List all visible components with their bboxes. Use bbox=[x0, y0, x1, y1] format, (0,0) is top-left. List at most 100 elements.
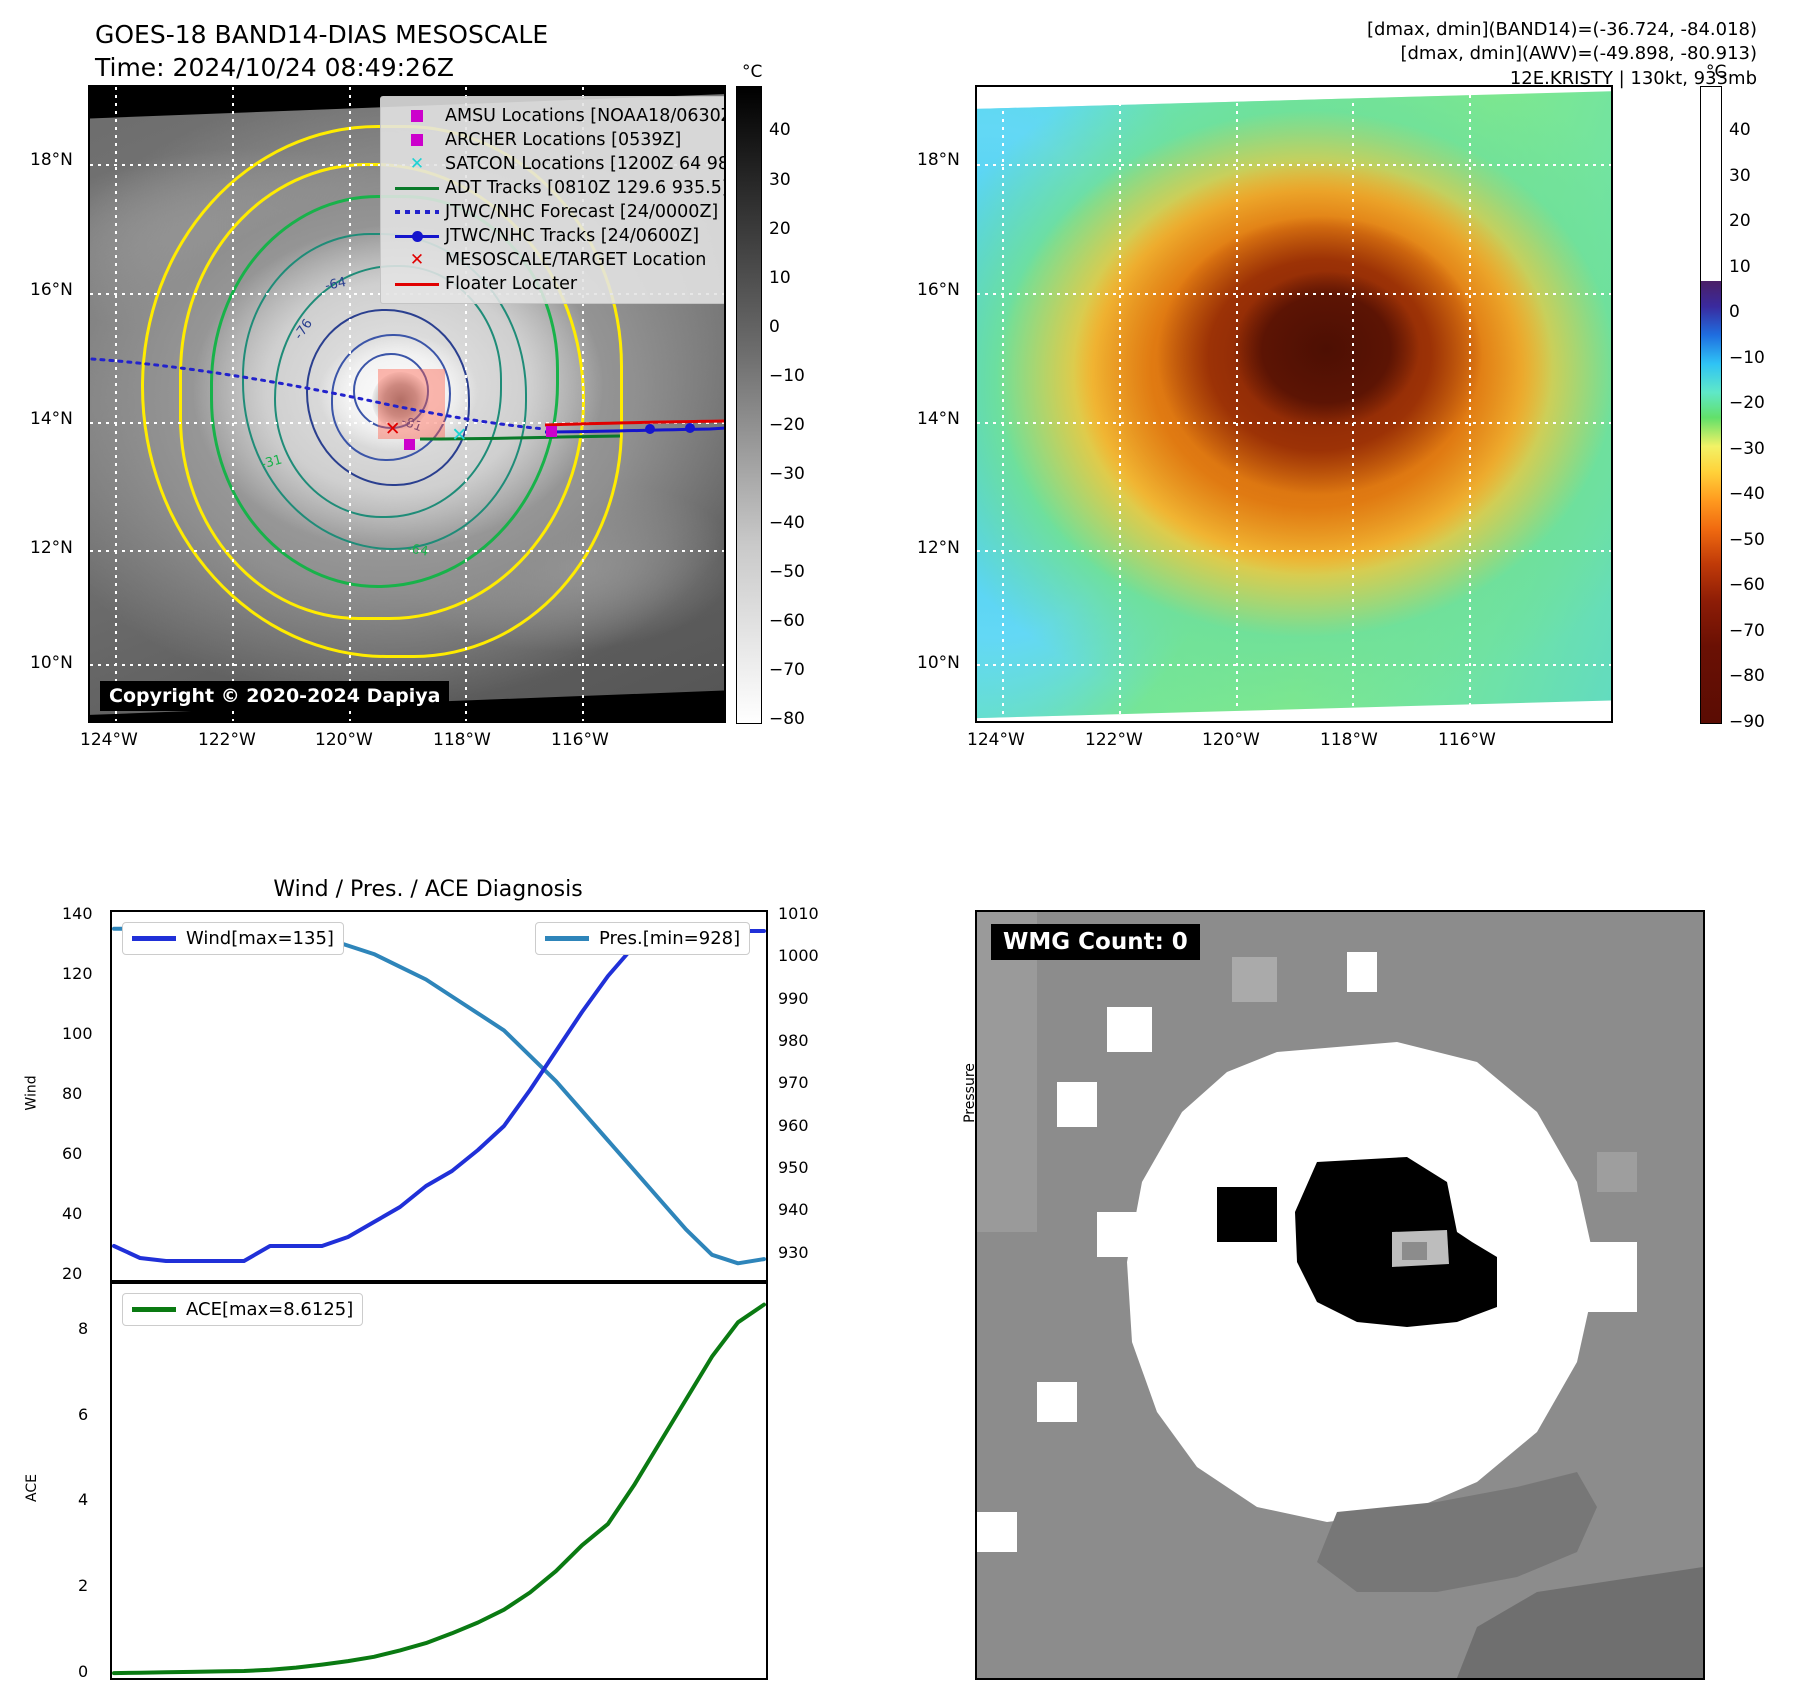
colorbar-tick: 20 bbox=[769, 219, 791, 239]
colorbar-tick: −70 bbox=[1729, 621, 1765, 641]
colorbar-gradient bbox=[1700, 86, 1722, 724]
colorbar-tick: 0 bbox=[1729, 302, 1740, 322]
legend-label: ARCHER Locations [0539Z] bbox=[445, 130, 682, 150]
awv-enhanced-map[interactable] bbox=[975, 85, 1613, 723]
grid-line-lon bbox=[465, 87, 468, 721]
colorbar-tick: −40 bbox=[1729, 484, 1765, 504]
ir-band14-map[interactable]: -64 -76 -81 -31 -64 ✕ ✕ bbox=[88, 85, 726, 723]
ace-legend-label: ACE[max=8.6125] bbox=[186, 1299, 354, 1320]
awv-lon-tick: 124°W bbox=[967, 730, 1025, 750]
ace-legend-swatch bbox=[132, 1307, 176, 1312]
axis-tick-label: 100 bbox=[62, 1024, 93, 1043]
ir-lat-tick: 18°N bbox=[30, 150, 73, 170]
mesoscale-target-marker: ✕ bbox=[384, 417, 401, 440]
grid-line-lat bbox=[977, 164, 1611, 167]
legend-item-floater-locater: Floater Locater bbox=[389, 272, 724, 296]
colorbar-tick: −90 bbox=[1729, 712, 1765, 732]
ir-lon-tick: 120°W bbox=[315, 730, 373, 750]
ace-chart[interactable] bbox=[110, 1282, 768, 1680]
colorbar-tick: −50 bbox=[1729, 530, 1765, 550]
wind-pressure-chart-title: Wind / Pres. / ACE Diagnosis bbox=[273, 877, 583, 902]
colorbar-tick: 0 bbox=[769, 317, 780, 337]
wind-legend-swatch bbox=[132, 936, 176, 941]
ir-map-legend: AMSU Locations [NOAA18/0630Z 107 956] AR… bbox=[380, 96, 726, 304]
grid-line-lat bbox=[90, 550, 724, 553]
grid-line-lon bbox=[115, 87, 118, 721]
axis-tick-label: 140 bbox=[62, 904, 93, 923]
axis-tick-label: 20 bbox=[62, 1264, 83, 1283]
wmg-count-badge: WMG Count: 0 bbox=[991, 924, 1200, 960]
colorbar-tick: 40 bbox=[769, 120, 791, 140]
colorbar-tick: −30 bbox=[1729, 439, 1765, 459]
colorbar-tick: −10 bbox=[769, 366, 805, 386]
colorbar-tick: −30 bbox=[769, 464, 805, 484]
legend-label: MESOSCALE/TARGET Location bbox=[445, 250, 707, 270]
colorbar-tick: −20 bbox=[769, 415, 805, 435]
axis-tick-label: 6 bbox=[78, 1404, 89, 1424]
meta-awv-range: [dmax, dmin](AWV)=(-49.898, -80.913) bbox=[1400, 43, 1757, 65]
forecast-track-overlay bbox=[90, 357, 724, 441]
colorbar-tick: 10 bbox=[769, 268, 791, 288]
grid-line-lon bbox=[1235, 87, 1238, 721]
colorbar-tick: 10 bbox=[1729, 257, 1751, 277]
legend-label: JTWC/NHC Tracks [24/0600Z] bbox=[445, 226, 700, 246]
axis-tick-label: 60 bbox=[62, 1144, 83, 1163]
ir-lon-tick: 124°W bbox=[80, 730, 138, 750]
legend-label: SATCON Locations [1200Z 64 980] bbox=[445, 154, 726, 174]
legend-label: JTWC/NHC Forecast [24/0000Z] bbox=[445, 202, 719, 222]
grid-line-lon bbox=[1119, 87, 1122, 721]
axis-tick-label: 940 bbox=[778, 1200, 809, 1220]
awv-lat-tick: 16°N bbox=[917, 280, 960, 300]
colorbar-tick: −20 bbox=[1729, 393, 1765, 413]
grid-line-lat bbox=[977, 550, 1611, 553]
colorbar-tick: −10 bbox=[1729, 348, 1765, 368]
square-marker-icon bbox=[389, 134, 445, 146]
ir-lon-tick: 118°W bbox=[433, 730, 491, 750]
legend-item-mesoscale-target: ✕ MESOSCALE/TARGET Location bbox=[389, 248, 724, 272]
ace-series-legend: ACE[max=8.6125] bbox=[122, 1293, 364, 1326]
colorbar-tick: −80 bbox=[769, 709, 805, 729]
archer-location-marker bbox=[403, 438, 415, 450]
awv-lat-tick: 14°N bbox=[917, 409, 960, 429]
ace-axis-title: ACE bbox=[23, 1474, 40, 1502]
meta-band14-range: [dmax, dmin](BAND14)=(-36.724, -84.018) bbox=[1367, 19, 1757, 40]
grid-line-lon bbox=[581, 87, 584, 721]
line-green-icon bbox=[389, 186, 445, 190]
axis-tick-label: 950 bbox=[778, 1158, 809, 1178]
grid-line-lat bbox=[977, 421, 1611, 424]
grid-line-lat bbox=[977, 663, 1611, 666]
colorbar-tick: −70 bbox=[769, 660, 805, 680]
x-marker-cyan-icon: ✕ bbox=[409, 154, 425, 174]
legend-item-jtwc-tracks: JTWC/NHC Tracks [24/0600Z] bbox=[389, 224, 724, 248]
wind-series-legend: Wind[max=135] bbox=[122, 922, 344, 955]
wind-axis-title: Wind bbox=[23, 1075, 40, 1111]
square-marker-icon bbox=[389, 110, 445, 122]
awv-lat-tick: 10°N bbox=[917, 653, 960, 673]
x-marker-red-icon: ✕ bbox=[409, 250, 425, 270]
colorbar-unit-label: °C bbox=[742, 62, 763, 82]
ir-lat-tick: 10°N bbox=[30, 653, 73, 673]
wind-pressure-chart[interactable] bbox=[110, 910, 768, 1282]
colorbar-tick: 30 bbox=[1729, 166, 1751, 186]
ir-lon-tick: 116°W bbox=[551, 730, 609, 750]
legend-label: ADT Tracks [0810Z 129.6 935.5] bbox=[445, 178, 726, 198]
colorbar-tick: −80 bbox=[1729, 666, 1765, 686]
wind-pressure-plot bbox=[112, 926, 766, 1266]
dotted-line-blue-icon bbox=[389, 210, 445, 214]
colorbar-tick: −50 bbox=[769, 562, 805, 582]
awv-lat-tick: 18°N bbox=[917, 150, 960, 170]
axis-tick-label: 80 bbox=[62, 1084, 83, 1103]
legend-item-forecast: JTWC/NHC Forecast [24/0000Z] bbox=[389, 200, 724, 224]
ir-lat-tick: 12°N bbox=[30, 538, 73, 558]
ir-lat-tick: 16°N bbox=[30, 280, 73, 300]
axis-tick-label: 8 bbox=[78, 1318, 89, 1338]
grid-line-lon bbox=[1468, 87, 1471, 721]
colorbar-tick: 40 bbox=[1729, 120, 1751, 140]
copyright-notice: Copyright © 2020-2024 Dapiya bbox=[100, 681, 450, 711]
wmg-map[interactable]: WMG Count: 0 bbox=[975, 910, 1705, 1680]
colorbar-unit-label: °C bbox=[1706, 62, 1727, 82]
colorbar-tick: −40 bbox=[769, 513, 805, 533]
axis-tick-label: 0 bbox=[78, 1662, 89, 1681]
pressure-series-legend: Pres.[min=928] bbox=[535, 922, 751, 955]
ir-imagery: -64 -76 -81 -31 -64 ✕ ✕ bbox=[90, 87, 724, 721]
